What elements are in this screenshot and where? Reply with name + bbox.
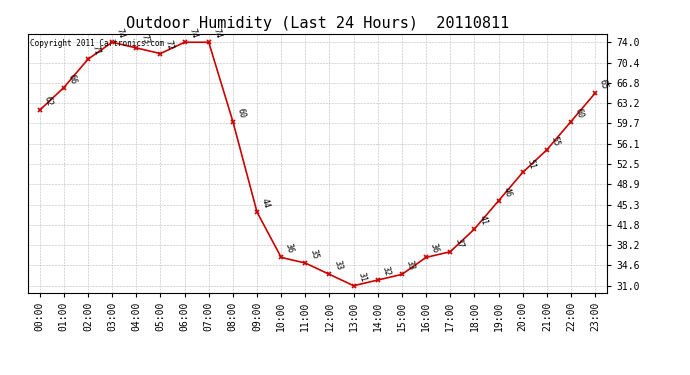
Text: 33: 33: [405, 260, 416, 272]
Text: 74: 74: [212, 27, 223, 39]
Text: 55: 55: [550, 135, 561, 147]
Text: 46: 46: [502, 186, 513, 198]
Text: Copyright 2011 Cartronics.com: Copyright 2011 Cartronics.com: [30, 39, 165, 48]
Text: 36: 36: [429, 243, 440, 255]
Text: 71: 71: [91, 45, 102, 57]
Text: 66: 66: [67, 73, 78, 85]
Text: 36: 36: [284, 243, 295, 255]
Text: 74: 74: [115, 27, 126, 39]
Text: 60: 60: [236, 107, 247, 119]
Text: 32: 32: [381, 265, 392, 277]
Text: 35: 35: [308, 248, 319, 260]
Text: 51: 51: [526, 158, 537, 170]
Text: 37: 37: [453, 237, 464, 249]
Text: 31: 31: [357, 271, 368, 283]
Text: 44: 44: [260, 197, 271, 209]
Text: 73: 73: [139, 33, 150, 45]
Text: 74: 74: [188, 27, 199, 39]
Text: 62: 62: [43, 95, 54, 107]
Text: 41: 41: [477, 214, 489, 226]
Title: Outdoor Humidity (Last 24 Hours)  20110811: Outdoor Humidity (Last 24 Hours) 2011081…: [126, 16, 509, 31]
Text: 65: 65: [598, 78, 609, 90]
Text: 33: 33: [333, 260, 344, 272]
Text: 72: 72: [164, 39, 175, 51]
Text: 60: 60: [574, 107, 585, 119]
